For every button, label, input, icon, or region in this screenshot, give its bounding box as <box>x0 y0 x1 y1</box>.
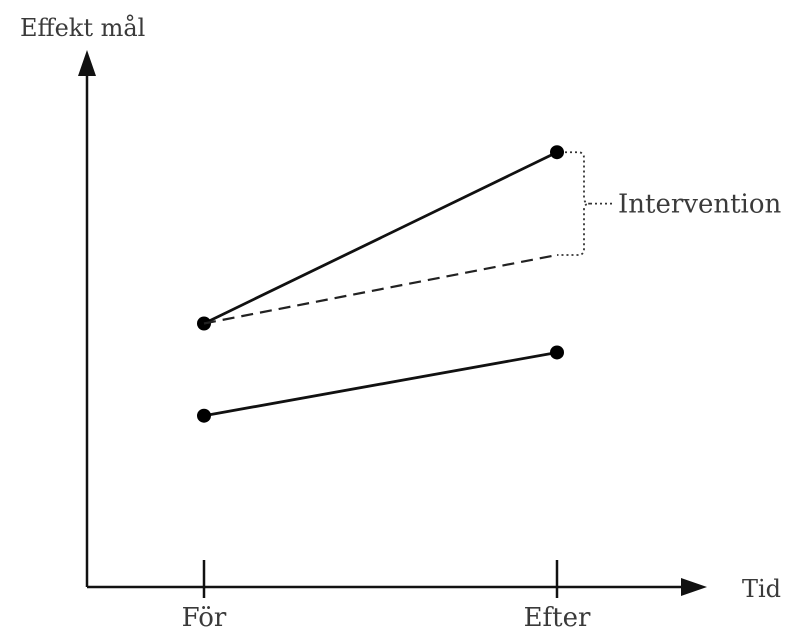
series-1-line <box>203 253 558 325</box>
y-axis-arrow <box>78 50 96 76</box>
series-layer <box>197 145 564 423</box>
x-ticks: För Efter <box>182 560 591 629</box>
annotation-layer: Intervention <box>557 151 782 256</box>
x-axis-arrow <box>681 578 707 596</box>
x-axis-label: Tid <box>742 575 781 603</box>
series-0-point-1 <box>550 145 564 160</box>
intervention-label: Intervention <box>618 190 782 220</box>
axes <box>78 50 707 596</box>
series-2-point-1 <box>550 345 564 360</box>
x-tick-label-1: Efter <box>524 603 591 629</box>
series-2-point-0 <box>197 408 211 423</box>
series-0-line <box>203 150 558 325</box>
x-tick-label-0: För <box>182 603 227 629</box>
series-2-line <box>203 351 558 418</box>
intervention-bracket <box>557 151 591 256</box>
y-axis-label: Effekt mål <box>20 13 145 42</box>
